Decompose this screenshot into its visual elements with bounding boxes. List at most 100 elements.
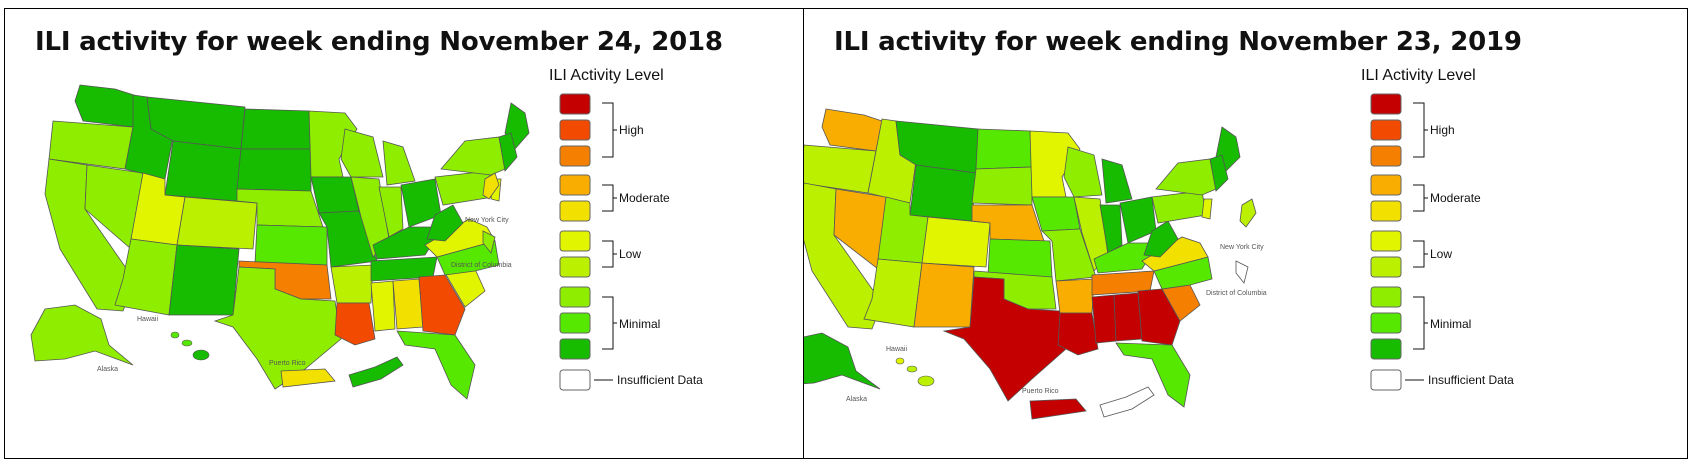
state-colorado: [921, 216, 991, 268]
map-panel-2019: ILI activity for week ending November 23…: [803, 8, 1688, 459]
state-wisconsin: [1063, 146, 1103, 198]
state-louisiana: [1057, 312, 1099, 356]
state-wyoming: [909, 164, 977, 222]
legend-swatch-low-1: [1370, 230, 1402, 252]
state-missouri: [1041, 228, 1097, 282]
legend-swatch-high-2: [1370, 119, 1402, 141]
state-arkansas: [330, 264, 374, 304]
state-louisiana: [334, 302, 376, 346]
state-texas: [213, 266, 342, 390]
inset-new-york-city: [1239, 198, 1257, 228]
state-alabama: [392, 278, 424, 330]
legend-swatch-minimal-2: [1370, 312, 1402, 334]
territory-virgin-islands: [1099, 386, 1155, 418]
label-alaska: Alaska: [846, 396, 867, 403]
state-new-mexico: [913, 262, 975, 328]
state-pennsylvania: [1151, 190, 1207, 224]
state-new-mexico: [168, 244, 240, 316]
state-west-virginia: [1143, 220, 1179, 258]
legend-swatch-minimal-3: [559, 338, 591, 360]
state-new-england: [1209, 154, 1229, 192]
label-puerto-rico: Puerto Rico: [269, 360, 306, 367]
state-florida: [1115, 342, 1191, 408]
legend-swatch-high-2: [559, 119, 591, 141]
legend-swatch-high-3: [559, 145, 591, 167]
state-washington: [74, 84, 141, 128]
legend-swatch-minimal-1: [1370, 286, 1402, 308]
label-hawaii: Hawaii: [137, 316, 158, 323]
state-alaska: [804, 332, 881, 390]
state-washington: [821, 108, 883, 152]
label-alaska: Alaska: [97, 366, 118, 373]
legend-title: ILI Activity Level: [549, 67, 664, 84]
contiguous-us: [804, 108, 1241, 408]
legend-label-low: Low: [1430, 247, 1453, 261]
state-indiana: [378, 186, 404, 238]
state-georgia: [418, 274, 466, 336]
legend-label-moderate: Moderate: [1430, 191, 1481, 205]
state-new-york: [1155, 158, 1217, 196]
legend-label-moderate: Moderate: [619, 191, 670, 205]
map-panel-2018: ILI activity for week ending November 24…: [4, 8, 804, 459]
legend-title: ILI Activity Level: [1361, 67, 1476, 84]
bracket-low: [1413, 240, 1425, 268]
state-south-dakota: [971, 166, 1033, 206]
legend-swatch-moderate-2: [559, 200, 591, 222]
territory-puerto-rico: [1029, 398, 1087, 420]
state-west-virginia: [426, 204, 464, 242]
territory-virgin-islands: [348, 356, 404, 388]
legend-swatch-moderate-2: [1370, 200, 1402, 222]
legend-swatch-high-1: [1370, 93, 1402, 115]
legend-label-minimal: Minimal: [1430, 317, 1472, 331]
legend-label-insufficient: Insufficient Data: [1428, 373, 1514, 387]
bracket-low: [602, 240, 614, 268]
state-south-dakota: [236, 148, 312, 192]
legend-swatch-moderate-1: [559, 174, 591, 196]
state-iowa: [310, 176, 360, 214]
legend-swatch-low-1: [559, 230, 591, 252]
state-florida: [396, 330, 476, 400]
state-wyoming: [164, 140, 242, 202]
legend-swatch-low-2: [1370, 256, 1402, 278]
bracket-high: [1413, 102, 1425, 158]
panel-title: ILI activity for week ending November 24…: [35, 27, 723, 57]
label-new-york-city: New York City: [1220, 244, 1264, 251]
state-mississippi: [1091, 294, 1117, 344]
state-alabama: [1113, 292, 1143, 342]
legend-label-high: High: [619, 123, 644, 137]
bracket-minimal: [602, 296, 614, 350]
legend-swatch-minimal-2: [559, 312, 591, 334]
legend-swatch-insufficient: [559, 369, 591, 391]
contiguous-us: [44, 84, 530, 400]
bracket-moderate: [1413, 184, 1425, 212]
state-kansas: [987, 238, 1053, 278]
state-arizona: [114, 238, 178, 316]
legend-label-low: Low: [619, 247, 642, 261]
state-north-dakota: [975, 128, 1033, 170]
state-michigan: [1101, 158, 1133, 204]
state-arizona: [863, 258, 923, 328]
state-hawaii: [170, 331, 210, 361]
panel-title: ILI activity for week ending November 23…: [834, 27, 1522, 57]
state-alaska: [30, 304, 134, 366]
territory-puerto-rico: [280, 368, 336, 388]
state-colorado: [176, 196, 258, 250]
label-puerto-rico: Puerto Rico: [1022, 388, 1059, 395]
us-ili-map: New York City District of Columbia Hawai…: [804, 93, 1428, 420]
inset-district-of-columbia: [1235, 260, 1249, 284]
legend-label-high: High: [1430, 123, 1455, 137]
state-new-england: [498, 132, 518, 172]
legend-label-insufficient: Insufficient Data: [617, 373, 703, 387]
legend-swatch-insufficient: [1370, 369, 1402, 391]
legend-swatch-moderate-1: [1370, 174, 1402, 196]
label-district-of-columbia: District of Columbia: [1206, 290, 1267, 297]
legend-swatch-minimal-3: [1370, 338, 1402, 360]
state-hawaii: [895, 357, 935, 387]
state-mississippi: [370, 280, 396, 332]
bracket-high: [602, 102, 614, 158]
bracket-minimal: [1413, 296, 1425, 350]
legend-label-minimal: Minimal: [619, 317, 661, 331]
legend: [1370, 93, 1428, 391]
state-michigan: [382, 140, 416, 186]
legend-swatch-high-3: [1370, 145, 1402, 167]
